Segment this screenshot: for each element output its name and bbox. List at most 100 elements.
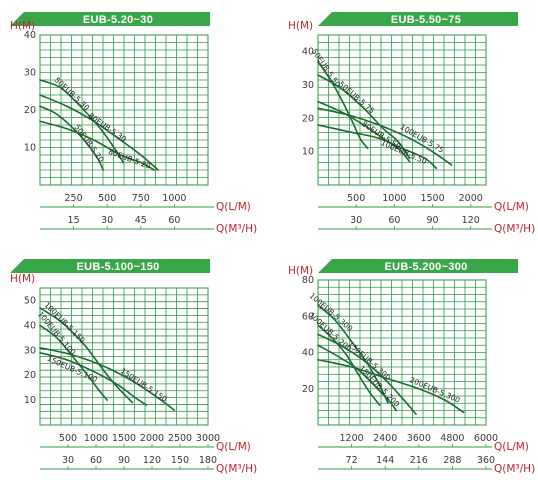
y-axis-label: H(M) — [288, 20, 313, 32]
series-curve-50EUB-5.30 — [39, 79, 125, 164]
x2-axis-label: Q(M³/H) — [216, 463, 257, 475]
series-curve-100EUB-5.200 — [317, 324, 381, 406]
plot-frame — [317, 279, 487, 426]
x2-axis-label: Q(M³/H) — [494, 223, 535, 235]
chart-grid — [318, 280, 486, 425]
x-tick-label: 500 — [347, 193, 365, 204]
series-curve-100EUB-5.300 — [317, 304, 389, 405]
y-tick-label: 40 — [302, 47, 314, 58]
chart-title: EUB-5.200~300 — [384, 261, 467, 273]
chart-grid — [40, 288, 208, 425]
plot-frame — [39, 34, 209, 186]
x-tick-label: 750 — [132, 193, 150, 204]
y-tick-label: 20 — [24, 370, 36, 381]
x2-tick-label: 144 — [376, 455, 394, 466]
chart-3: EUB-5.100~150 H(M) 10 20 30 40 50 500 1000 1500 20… — [10, 259, 257, 475]
series-curve-80EUB-5.50 — [317, 100, 411, 163]
x-axis-label: Q(L/M) — [216, 201, 251, 213]
x-axis-label: Q(L/M) — [494, 441, 529, 453]
y-tick-label: 10 — [24, 395, 36, 406]
series-curve-50EUB-5.50 — [317, 60, 369, 150]
series-curve-200EUB-5.300 — [317, 358, 465, 414]
x2-tick-label: 30 — [350, 215, 362, 226]
series-curve-50EUB-5.20 — [39, 105, 104, 171]
chart-1: EUB-5.20~30 H(M) 10 20 30 40 250 500 750 1000 Q(L/… — [10, 12, 257, 235]
x2-tick-label: 120 — [143, 455, 161, 466]
x2-axis-label: Q(M³/H) — [494, 463, 535, 475]
y-tick-label: 40 — [24, 320, 36, 331]
x-tick-label: 3600 — [407, 433, 431, 444]
plot-frame — [317, 34, 487, 186]
chart-grid — [318, 35, 486, 185]
x2-tick-label: 180 — [199, 455, 217, 466]
y-tick-label: 30 — [24, 345, 36, 356]
x2-tick-label: 60 — [90, 455, 102, 466]
chart-title-banner — [10, 12, 210, 26]
y-tick-label: 10 — [302, 147, 314, 158]
x-tick-label: 1500 — [420, 193, 444, 204]
series-curve-150EUB-5.300 — [317, 333, 417, 415]
x2-axis-label: Q(M³/H) — [216, 223, 257, 235]
x2-tick-label: 30 — [62, 455, 74, 466]
series-label: 200EUB-5.300 — [408, 375, 461, 405]
x2-tick-label: 288 — [443, 455, 461, 466]
x2-tick-label: 90 — [118, 455, 130, 466]
series-curve-100EUB-5.50 — [317, 124, 438, 170]
x-tick-label: 2500 — [168, 433, 192, 444]
x-tick-label: 1000 — [84, 433, 108, 444]
y-tick-label: 20 — [302, 384, 314, 395]
chart-title: EUB-5.100~150 — [76, 261, 159, 273]
x-tick-label: 3000 — [196, 433, 220, 444]
x2-tick-label: 216 — [410, 455, 428, 466]
x-tick-label: 1000 — [162, 193, 186, 204]
series-label: 50EUB-5.50 — [310, 47, 343, 89]
chart-title: EUB-5.50~75 — [391, 14, 461, 26]
y-tick-label: 30 — [302, 80, 314, 91]
x-tick-label: 500 — [98, 193, 116, 204]
y-tick-label: 20 — [24, 105, 36, 116]
chart-2: EUB-5.50~75 H(M) 10 20 30 40 500 1000 1500 2000 Q(… — [288, 12, 535, 235]
chart-title-banner — [318, 259, 518, 273]
chart-4: EUB-5.200~300 H(M) 20 40 60 80 1200 2400 3600 480… — [288, 259, 535, 475]
x-tick-label: 250 — [65, 193, 83, 204]
series-curve-100EUB-5.100 — [39, 324, 108, 401]
x2-tick-label: 30 — [101, 215, 113, 226]
x-tick-label: 1500 — [112, 433, 136, 444]
x2-tick-label: 45 — [135, 215, 147, 226]
x2-tick-label: 60 — [168, 215, 180, 226]
plot-frame — [39, 287, 209, 426]
series-curve-150EUB-5.200 — [317, 344, 398, 412]
series-curve-80EUB-5.30 — [39, 94, 160, 171]
x-tick-label: 4800 — [440, 433, 464, 444]
y-tick-label: 40 — [24, 30, 36, 41]
x-tick-label: 6000 — [474, 433, 498, 444]
chart-title-banner — [10, 259, 210, 273]
y-axis-label: H(M) — [10, 20, 35, 32]
x-tick-label: 2000 — [459, 193, 483, 204]
y-axis-label: H(M) — [10, 273, 35, 285]
series-curve-50EUB-5.75 — [317, 74, 411, 160]
x2-tick-label: 90 — [426, 215, 438, 226]
series-label: 50EUB-5.30 — [53, 76, 92, 113]
x-tick-label: 1200 — [340, 433, 364, 444]
x-tick-label: 500 — [59, 433, 77, 444]
x2-tick-label: 120 — [462, 215, 480, 226]
series-curve-80EUB-5.20 — [39, 120, 156, 171]
x-axis-label: Q(L/M) — [494, 201, 529, 213]
y-tick-label: 80 — [302, 275, 314, 286]
x2-tick-label: 360 — [477, 455, 495, 466]
series-label: 150EUB-5.100 — [46, 354, 99, 384]
series-curve-150EUB-5.100 — [39, 351, 148, 406]
y-tick-label: 20 — [302, 113, 314, 124]
series-curve-100EUB-5.75 — [317, 107, 453, 166]
series-label: 150EUB-5.150 — [119, 366, 169, 404]
x2-tick-label: 150 — [171, 455, 189, 466]
x-tick-label: 1000 — [382, 193, 406, 204]
x-tick-label: 2400 — [373, 433, 397, 444]
x2-tick-label: 72 — [346, 455, 358, 466]
y-tick-label: 60 — [302, 311, 314, 322]
series-curve-150EUB-5.150 — [39, 346, 176, 411]
x2-tick-label: 15 — [68, 215, 80, 226]
x-axis-label: Q(L/M) — [216, 441, 251, 453]
